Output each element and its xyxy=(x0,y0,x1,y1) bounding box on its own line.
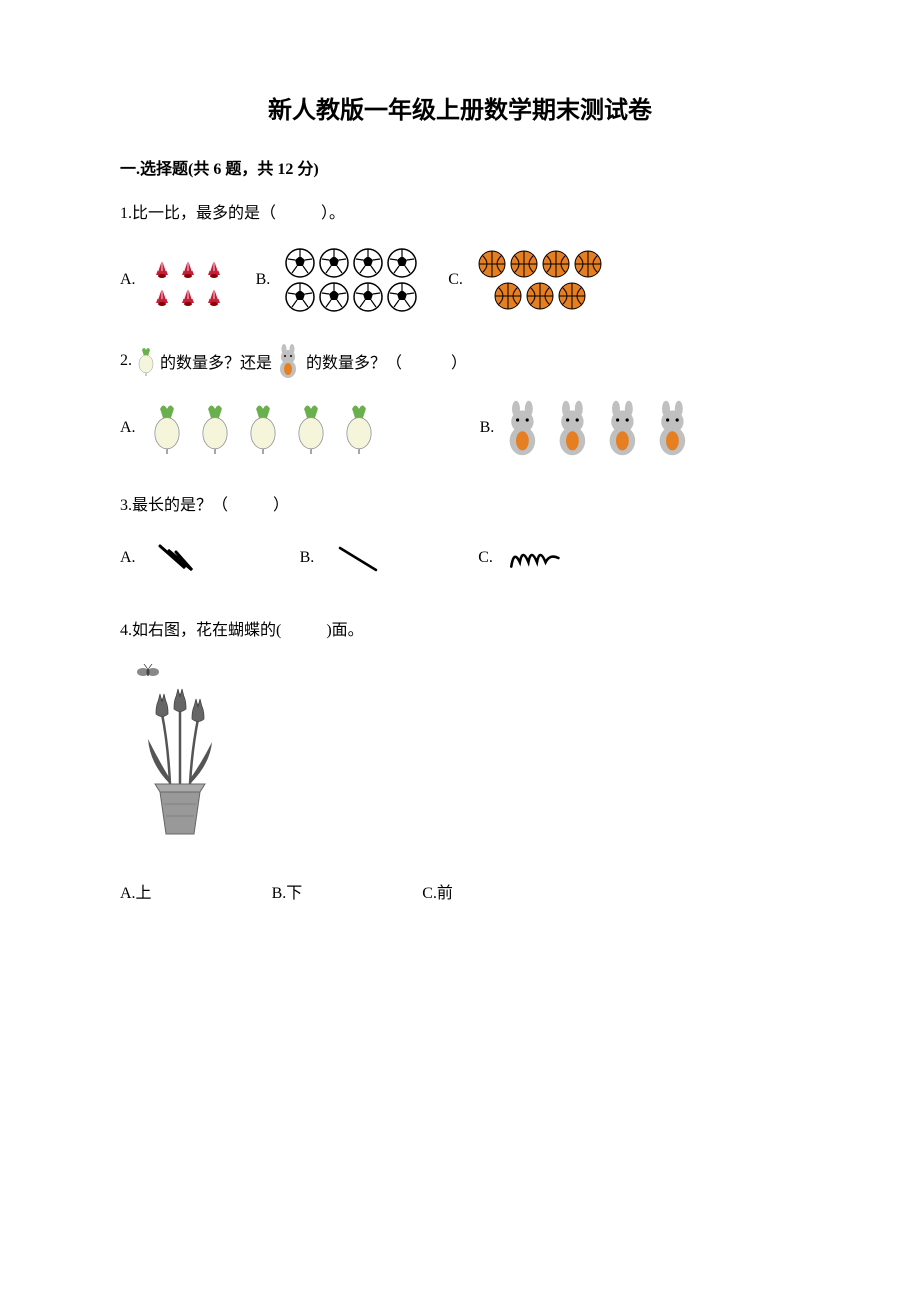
basketball-icon xyxy=(493,281,523,311)
straight-line-icon xyxy=(328,538,388,578)
soccer-icon xyxy=(386,281,418,313)
q1-optC-label: C. xyxy=(448,271,463,289)
q2-mid1: 的数量多？还是 xyxy=(160,349,272,373)
shuttlecock-icon xyxy=(202,253,226,279)
shuttlecock-icon xyxy=(202,281,226,307)
radish-icon xyxy=(338,402,380,454)
q4-figure xyxy=(120,664,800,849)
radish-icon xyxy=(146,402,188,454)
soccer-icon xyxy=(352,281,384,313)
q1-text-end: ）。 xyxy=(321,205,345,222)
rabbit-icon xyxy=(274,343,304,379)
q2-optA: A. xyxy=(120,402,380,454)
basketball-icon xyxy=(573,249,603,279)
q4-text: 4.如右图，花在蝴蝶的( )面。 xyxy=(120,618,800,644)
rabbit-icon xyxy=(550,399,598,457)
shuttlecock-icon xyxy=(150,281,174,307)
radish-icon xyxy=(194,402,236,454)
q1-text: 1.比一比，最多的是（ ）。 xyxy=(120,201,800,227)
radish-icon xyxy=(242,402,284,454)
q2-optA-label: A. xyxy=(120,419,136,437)
q3-optC-label: C. xyxy=(478,549,493,567)
q1-basketballs xyxy=(477,249,603,311)
shuttlecock-icon xyxy=(176,281,200,307)
rabbit-icon xyxy=(600,399,648,457)
rabbit-icon xyxy=(650,399,698,457)
q1-soccers xyxy=(284,247,418,313)
section-heading: 一.选择题(共 6 题，共 12 分) xyxy=(120,155,800,179)
shuttlecock-icon xyxy=(176,253,200,279)
q1-options: A. B. C. xyxy=(120,247,800,313)
q2-end: ） xyxy=(451,349,467,373)
q4-optA: A.上 xyxy=(120,879,152,903)
q3-text-start: 3.最长的是？（ xyxy=(120,497,228,514)
basketball-icon xyxy=(525,281,555,311)
basketball-icon xyxy=(557,281,587,311)
q3-options: A. B. C. xyxy=(120,538,800,578)
q4-text-start: 4.如右图，花在蝴蝶的( xyxy=(120,622,281,639)
basketball-icon xyxy=(477,249,507,279)
q2-text: 2. 的数量多？还是 的数量多？（ ） xyxy=(120,343,800,379)
q2-mid2: 的数量多？（ xyxy=(306,349,402,373)
q2-options: A. B. xyxy=(120,399,800,457)
q1-text-start: 1.比一比，最多的是（ xyxy=(120,205,276,222)
zigzag-line-icon xyxy=(150,538,210,578)
q1-optA-label: A. xyxy=(120,271,136,289)
q3-text: 3.最长的是？（ ） xyxy=(120,493,800,519)
shuttlecock-icon xyxy=(150,253,174,279)
q4-options: A.上 B.下 C.前 xyxy=(120,879,800,903)
radish-icon xyxy=(134,346,158,376)
q1-shuttlecocks xyxy=(150,253,226,307)
flower-pot-icon xyxy=(120,664,240,844)
basketball-icon xyxy=(509,249,539,279)
rabbit-icon xyxy=(500,399,548,457)
soccer-icon xyxy=(318,247,350,279)
q4-optB: B.下 xyxy=(272,879,303,903)
q4-optC: C.前 xyxy=(422,879,453,903)
soccer-icon xyxy=(284,281,316,313)
exam-title: 新人教版一年级上册数学期末测试卷 xyxy=(120,90,800,125)
soccer-icon xyxy=(284,247,316,279)
basketball-icon xyxy=(541,249,571,279)
radish-icon xyxy=(290,402,332,454)
soccer-icon xyxy=(386,247,418,279)
q3-optA-label: A. xyxy=(120,549,136,567)
soccer-icon xyxy=(318,281,350,313)
q3-optB-label: B. xyxy=(300,549,315,567)
soccer-icon xyxy=(352,247,384,279)
q2-optB: B. xyxy=(480,399,699,457)
q4-text-end: )面。 xyxy=(326,622,363,639)
q2-optB-label: B. xyxy=(480,419,495,437)
curly-line-icon xyxy=(507,538,567,578)
q1-optB-label: B. xyxy=(256,271,271,289)
q3-text-end: ） xyxy=(273,497,289,514)
q2-prefix: 2. xyxy=(120,352,132,370)
